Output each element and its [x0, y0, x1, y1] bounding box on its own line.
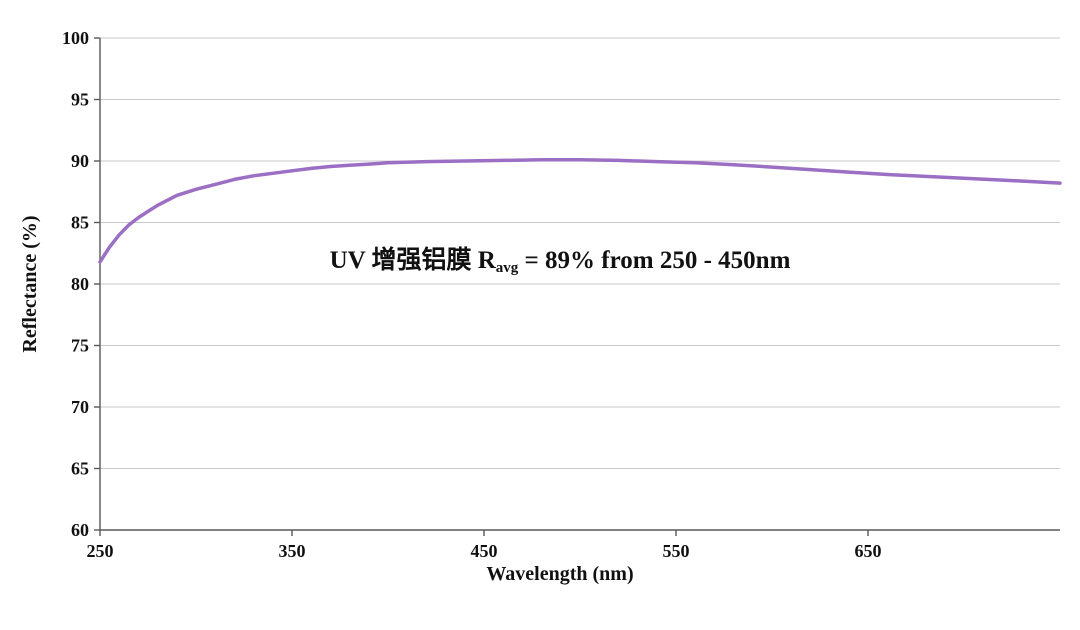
svg-text:80: 80 — [71, 274, 89, 294]
svg-text:70: 70 — [71, 397, 89, 417]
svg-text:100: 100 — [62, 28, 89, 48]
svg-text:85: 85 — [71, 213, 89, 233]
annotation-subscript: avg — [495, 259, 519, 276]
x-axis-tick-labels: 250 350 450 550 650 — [87, 541, 882, 561]
svg-text:250: 250 — [87, 541, 114, 561]
chart-annotation: UV 增强铝膜 Ravg = 89% from 250 - 450nm — [300, 240, 820, 276]
svg-text:650: 650 — [855, 541, 882, 561]
svg-text:95: 95 — [71, 90, 89, 110]
svg-text:450: 450 — [471, 541, 498, 561]
y-axis-title: Reflectance (%) — [19, 215, 41, 352]
svg-text:550: 550 — [663, 541, 690, 561]
tick-marks — [94, 37, 869, 536]
svg-text:350: 350 — [279, 541, 306, 561]
annotation-suffix: = 89% from 250 - 450nm — [518, 247, 791, 274]
reflectance-curve — [98, 158, 1062, 264]
x-axis-title: Wavelength (nm) — [486, 563, 633, 585]
svg-text:60: 60 — [71, 520, 89, 540]
y-axis-tick-labels: 60 65 70 75 80 85 90 95 100 — [62, 28, 89, 540]
svg-text:75: 75 — [71, 336, 89, 356]
svg-text:90: 90 — [71, 151, 89, 171]
svg-text:65: 65 — [71, 459, 89, 479]
annotation-prefix: UV 增强铝膜 R — [329, 247, 496, 274]
